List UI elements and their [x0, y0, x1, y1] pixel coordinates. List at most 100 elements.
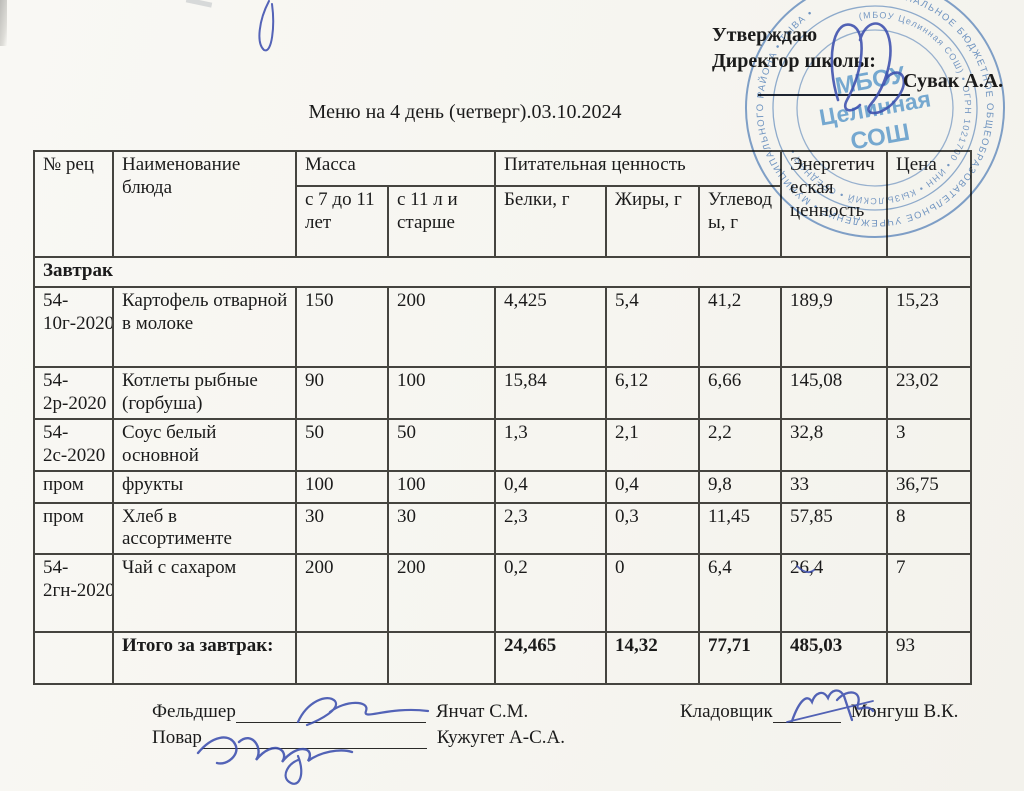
table-row: 54-2р-2020 Котлеты рыбные (горбуша) 90 1… [33, 366, 973, 420]
cell-mass1: 200 [295, 553, 389, 634]
cell-name: Котлеты рыбные (горбуша) [112, 366, 297, 420]
cell-mass1: 90 [295, 366, 389, 420]
page-title: Меню на 4 день (четверг).03.10.2024 [308, 101, 622, 123]
cell-carbs: 6,4 [698, 553, 783, 634]
school-round-stamp: МУНИЦИПАЛЬНОЕ БЮДЖЕТНОЕ ОБЩЕОБРАЗОВАТЕЛЬ… [736, 0, 1014, 247]
cell-rec: 54-10г-2020 [33, 286, 114, 368]
povar-label: Повар [152, 727, 202, 748]
cell-carbs: 11,45 [698, 501, 783, 556]
total-fat: 14,32 [605, 631, 701, 686]
cell-fat: 0,3 [605, 501, 701, 556]
cell-protein: 1,3 [494, 418, 608, 472]
header-rec: № рец [33, 150, 114, 258]
total-energy: 485,03 [780, 631, 889, 686]
table-row: 54-10г-2020 Картофель отварной в молоке … [33, 286, 973, 368]
cell-mass2: 30 [386, 501, 497, 556]
total-row: Итого за завтрак: 24,465 14,32 77,71 485… [33, 631, 973, 686]
header-mass-11-plus: с 11 л и старше [386, 185, 497, 258]
total-protein: 24,465 [494, 631, 608, 686]
table-row: пром фрукты 100 100 0,4 0,4 9,8 33 36,75 [33, 469, 973, 504]
cell-energy: 33 [780, 469, 889, 504]
header-protein: Белки, г [494, 185, 608, 258]
cell-mass2-empty [386, 631, 497, 686]
cell-mass2: 100 [386, 366, 497, 420]
cell-rec: 54-2с-2020 [33, 418, 114, 472]
cell-rec: пром [33, 501, 114, 556]
cell-protein: 2,3 [494, 501, 608, 556]
stamp-middle-circle [772, 5, 978, 211]
cell-name: Чай с сахаром [112, 553, 297, 634]
cell-price: 7 [886, 553, 973, 634]
cell-energy: 32,8 [780, 418, 889, 472]
cell-name: Картофель отварной в молоке [112, 286, 297, 368]
header-row-sub: с 7 до 11 лет с 11 л и старше Белки, г Ж… [34, 185, 971, 258]
cell-rec-empty [33, 631, 114, 686]
cell-fat: 2,1 [605, 418, 701, 472]
table-row: пром Хлеб в ассортименте 30 30 2,3 0,3 1… [33, 501, 973, 556]
menu-table: № рец Наименование блюда Масса Питательн… [32, 150, 973, 686]
kladovshik-signature-row: Кладовщик Монгуш В.К. [680, 701, 958, 723]
kladovshik-label: Кладовщик [680, 701, 773, 722]
cell-fat: 0 [605, 553, 701, 634]
pen-stroke-mark [258, 0, 275, 52]
povar-signature [284, 754, 303, 785]
cell-rec: пром [33, 469, 114, 504]
cell-price: 3 [886, 418, 973, 472]
cell-protein: 15,84 [494, 366, 608, 420]
cell-rec: 54-2гн-2020 [33, 553, 114, 634]
cell-energy: 26,4 [780, 553, 889, 634]
cell-energy: 57,85 [780, 501, 889, 556]
cell-carbs: 2,2 [698, 418, 783, 472]
cell-price: 15,23 [886, 286, 973, 368]
cell-protein: 0,2 [494, 553, 608, 634]
section-row: Завтрак [32, 256, 973, 288]
cell-name: Хлеб в ассортименте [112, 501, 297, 556]
stamp-outer-circle [745, 0, 1005, 238]
cell-rec: 54-2р-2020 [33, 366, 114, 420]
cell-carbs: 9,8 [698, 469, 783, 504]
cell-protein: 4,425 [494, 286, 608, 368]
cell-price: 23,02 [886, 366, 973, 420]
kladovshik-signature-line [772, 701, 841, 723]
feldsher-name: Янчат С.М. [435, 701, 529, 722]
header-mass: Масса [294, 150, 497, 187]
scan-edge-artifact [0, 0, 7, 46]
cell-mass2: 200 [386, 553, 497, 634]
cell-energy: 189,9 [780, 286, 889, 368]
povar-signature-line [201, 727, 427, 749]
header-carbs: Углеводы, г [698, 185, 783, 258]
header-fat: Жиры, г [605, 185, 701, 258]
table-row: 54-2гн-2020 Чай с сахаром 200 200 0,2 0 … [33, 553, 973, 634]
cell-energy: 145,08 [780, 366, 889, 420]
cell-protein: 0,4 [494, 469, 608, 504]
cell-mass1: 30 [295, 501, 389, 556]
cell-mass2: 200 [386, 286, 497, 368]
cell-mass2: 50 [386, 418, 497, 472]
header-dish-name: Наименование блюда [112, 150, 297, 258]
cell-carbs: 41,2 [698, 286, 783, 368]
feldsher-signature-row: Фельдшер Янчат С.М. [152, 701, 528, 723]
header-row-top: № рец Наименование блюда Масса Питательн… [33, 150, 973, 258]
cell-fat: 6,12 [605, 366, 701, 420]
feldsher-signature-line [235, 701, 426, 723]
director-name: Сувак А.А. [903, 70, 1004, 92]
header-nutrition: Питательная ценность [494, 150, 783, 187]
header-price: Цена [886, 150, 973, 258]
section-label: Завтрак [32, 256, 973, 288]
cell-mass1: 50 [295, 418, 389, 472]
total-label: Итого за завтрак: [112, 631, 297, 686]
cell-fat: 0,4 [605, 469, 701, 504]
cell-price: 8 [886, 501, 973, 556]
kladovshik-name: Монгуш В.К. [850, 701, 959, 722]
cell-price: 36,75 [886, 469, 973, 504]
povar-name: Кужугет А-С.А. [436, 727, 565, 748]
cell-mass1: 150 [295, 286, 389, 368]
header-energy: Энергетическая ценность [780, 150, 889, 258]
total-carbs: 77,71 [698, 631, 783, 686]
approve-label: Утверждаю [712, 24, 818, 46]
cell-carbs: 6,66 [698, 366, 783, 420]
cell-mass2: 100 [386, 469, 497, 504]
cell-mass1: 100 [295, 469, 389, 504]
cell-name: фрукты [112, 469, 297, 504]
